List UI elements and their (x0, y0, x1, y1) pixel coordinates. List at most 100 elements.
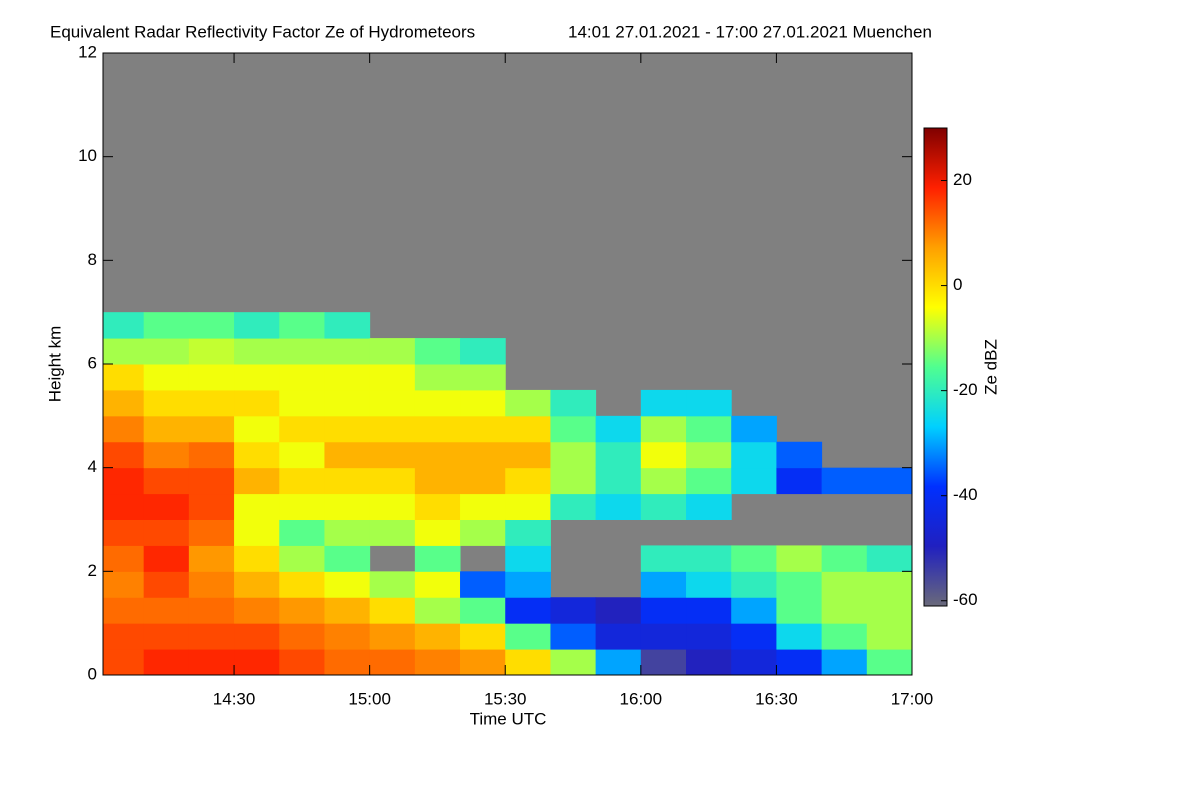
y-tick-label: 8 (88, 250, 97, 269)
heatmap-cell (324, 338, 371, 365)
heatmap-cell (103, 338, 145, 365)
heatmap-cell (234, 364, 280, 391)
heatmap-cell (279, 364, 325, 391)
heatmap-cell (143, 312, 190, 339)
x-tick-label: 15:30 (484, 689, 527, 708)
colorbar-label: Ze dBZ (981, 339, 1000, 395)
heatmap-cell (143, 467, 190, 495)
heatmap-cell (821, 545, 868, 572)
y-tick-label: 6 (88, 353, 97, 372)
colorbar (923, 127, 948, 607)
heatmap-cell (234, 467, 280, 495)
x-axis-label: Time UTC (470, 709, 547, 728)
heatmap-cell (550, 649, 597, 676)
heatmap-cell (550, 389, 597, 417)
heatmap-cell (103, 441, 145, 469)
heatmap-cell (460, 571, 506, 598)
heatmap-cell (550, 623, 597, 650)
heatmap-cell (279, 571, 325, 598)
heatmap-cell (505, 649, 551, 676)
heatmap-cell (550, 441, 597, 469)
heatmap-cell (188, 493, 235, 520)
heatmap-cell (595, 649, 642, 676)
heatmap-cell (324, 649, 371, 676)
heatmap-cell (234, 493, 280, 520)
heatmap-cell (188, 545, 235, 572)
heatmap-cell (550, 493, 597, 520)
heatmap-cell (866, 649, 913, 676)
heatmap-cell (279, 467, 325, 495)
heatmap-cell (595, 597, 642, 624)
heatmap-cell (640, 389, 687, 417)
heatmap-cell (821, 467, 868, 495)
heatmap-cell (640, 441, 687, 469)
heatmap-cell (234, 597, 280, 624)
heatmap-cell (188, 415, 235, 443)
heatmap-cell (143, 364, 190, 391)
heatmap-cell (414, 389, 461, 417)
heatmap-cell (460, 623, 506, 650)
heatmap-cell (234, 571, 280, 598)
x-tick-label: 16:30 (755, 689, 798, 708)
heatmap-cell (821, 623, 868, 650)
heatmap-cell (640, 649, 687, 676)
heatmap-cell (279, 389, 325, 417)
heatmap-cell (188, 597, 235, 624)
heatmap-cell (776, 441, 823, 469)
heatmap-cell (103, 312, 145, 339)
heatmap-cell (460, 364, 506, 391)
heatmap-cell (686, 545, 732, 572)
heatmap-cell (234, 389, 280, 417)
heatmap-cell (369, 597, 416, 624)
heatmap-cell (866, 597, 913, 624)
heatmap-cell (369, 415, 416, 443)
heatmap-cell (821, 571, 868, 598)
heatmap-cell (188, 649, 235, 676)
heatmap-cell (595, 623, 642, 650)
heatmap-cell (234, 623, 280, 650)
heatmap-cell (324, 312, 371, 339)
heatmap-cell (731, 415, 777, 443)
heatmap-cell (103, 467, 145, 495)
chart-title: Equivalent Radar Reflectivity Factor Ze … (50, 22, 475, 41)
heatmap-cell (640, 623, 687, 650)
heatmap-cell (103, 597, 145, 624)
heatmap-cell (414, 338, 461, 365)
x-tick-label: 15:00 (348, 689, 391, 708)
y-tick-label: 2 (88, 561, 97, 580)
heatmap-cell (324, 364, 371, 391)
heatmap-cell (550, 467, 597, 495)
heatmap-cell (821, 649, 868, 676)
heatmap-cell (414, 519, 461, 546)
heatmap-cell (776, 623, 823, 650)
heatmap-cell (369, 519, 416, 546)
heatmap-cell (324, 623, 371, 650)
heatmap-cell (731, 441, 777, 469)
heatmap-cell (640, 571, 687, 598)
heatmap-cell (640, 597, 687, 624)
heatmap-cell (279, 415, 325, 443)
heatmap-cell (460, 493, 506, 520)
heatmap-cell (686, 493, 732, 520)
heatmap-cell (234, 649, 280, 676)
heatmap-cell (686, 649, 732, 676)
heatmap-cell (103, 545, 145, 572)
heatmap-cell (731, 623, 777, 650)
heatmap-cell (103, 571, 145, 598)
heatmap-cell (324, 441, 371, 469)
heatmap-cell (460, 415, 506, 443)
heatmap-cell (188, 338, 235, 365)
y-tick-label: 4 (88, 457, 97, 476)
heatmap-cell (103, 623, 145, 650)
heatmap-cell (143, 545, 190, 572)
heatmap-cell (234, 338, 280, 365)
heatmap-cell (731, 545, 777, 572)
heatmap-cell (324, 571, 371, 598)
heatmap-cell (143, 519, 190, 546)
heatmap-cell (731, 467, 777, 495)
heatmap-cell (866, 571, 913, 598)
heatmap-cell (369, 364, 416, 391)
heatmap-cell (460, 338, 506, 365)
heatmap-cell (143, 493, 190, 520)
